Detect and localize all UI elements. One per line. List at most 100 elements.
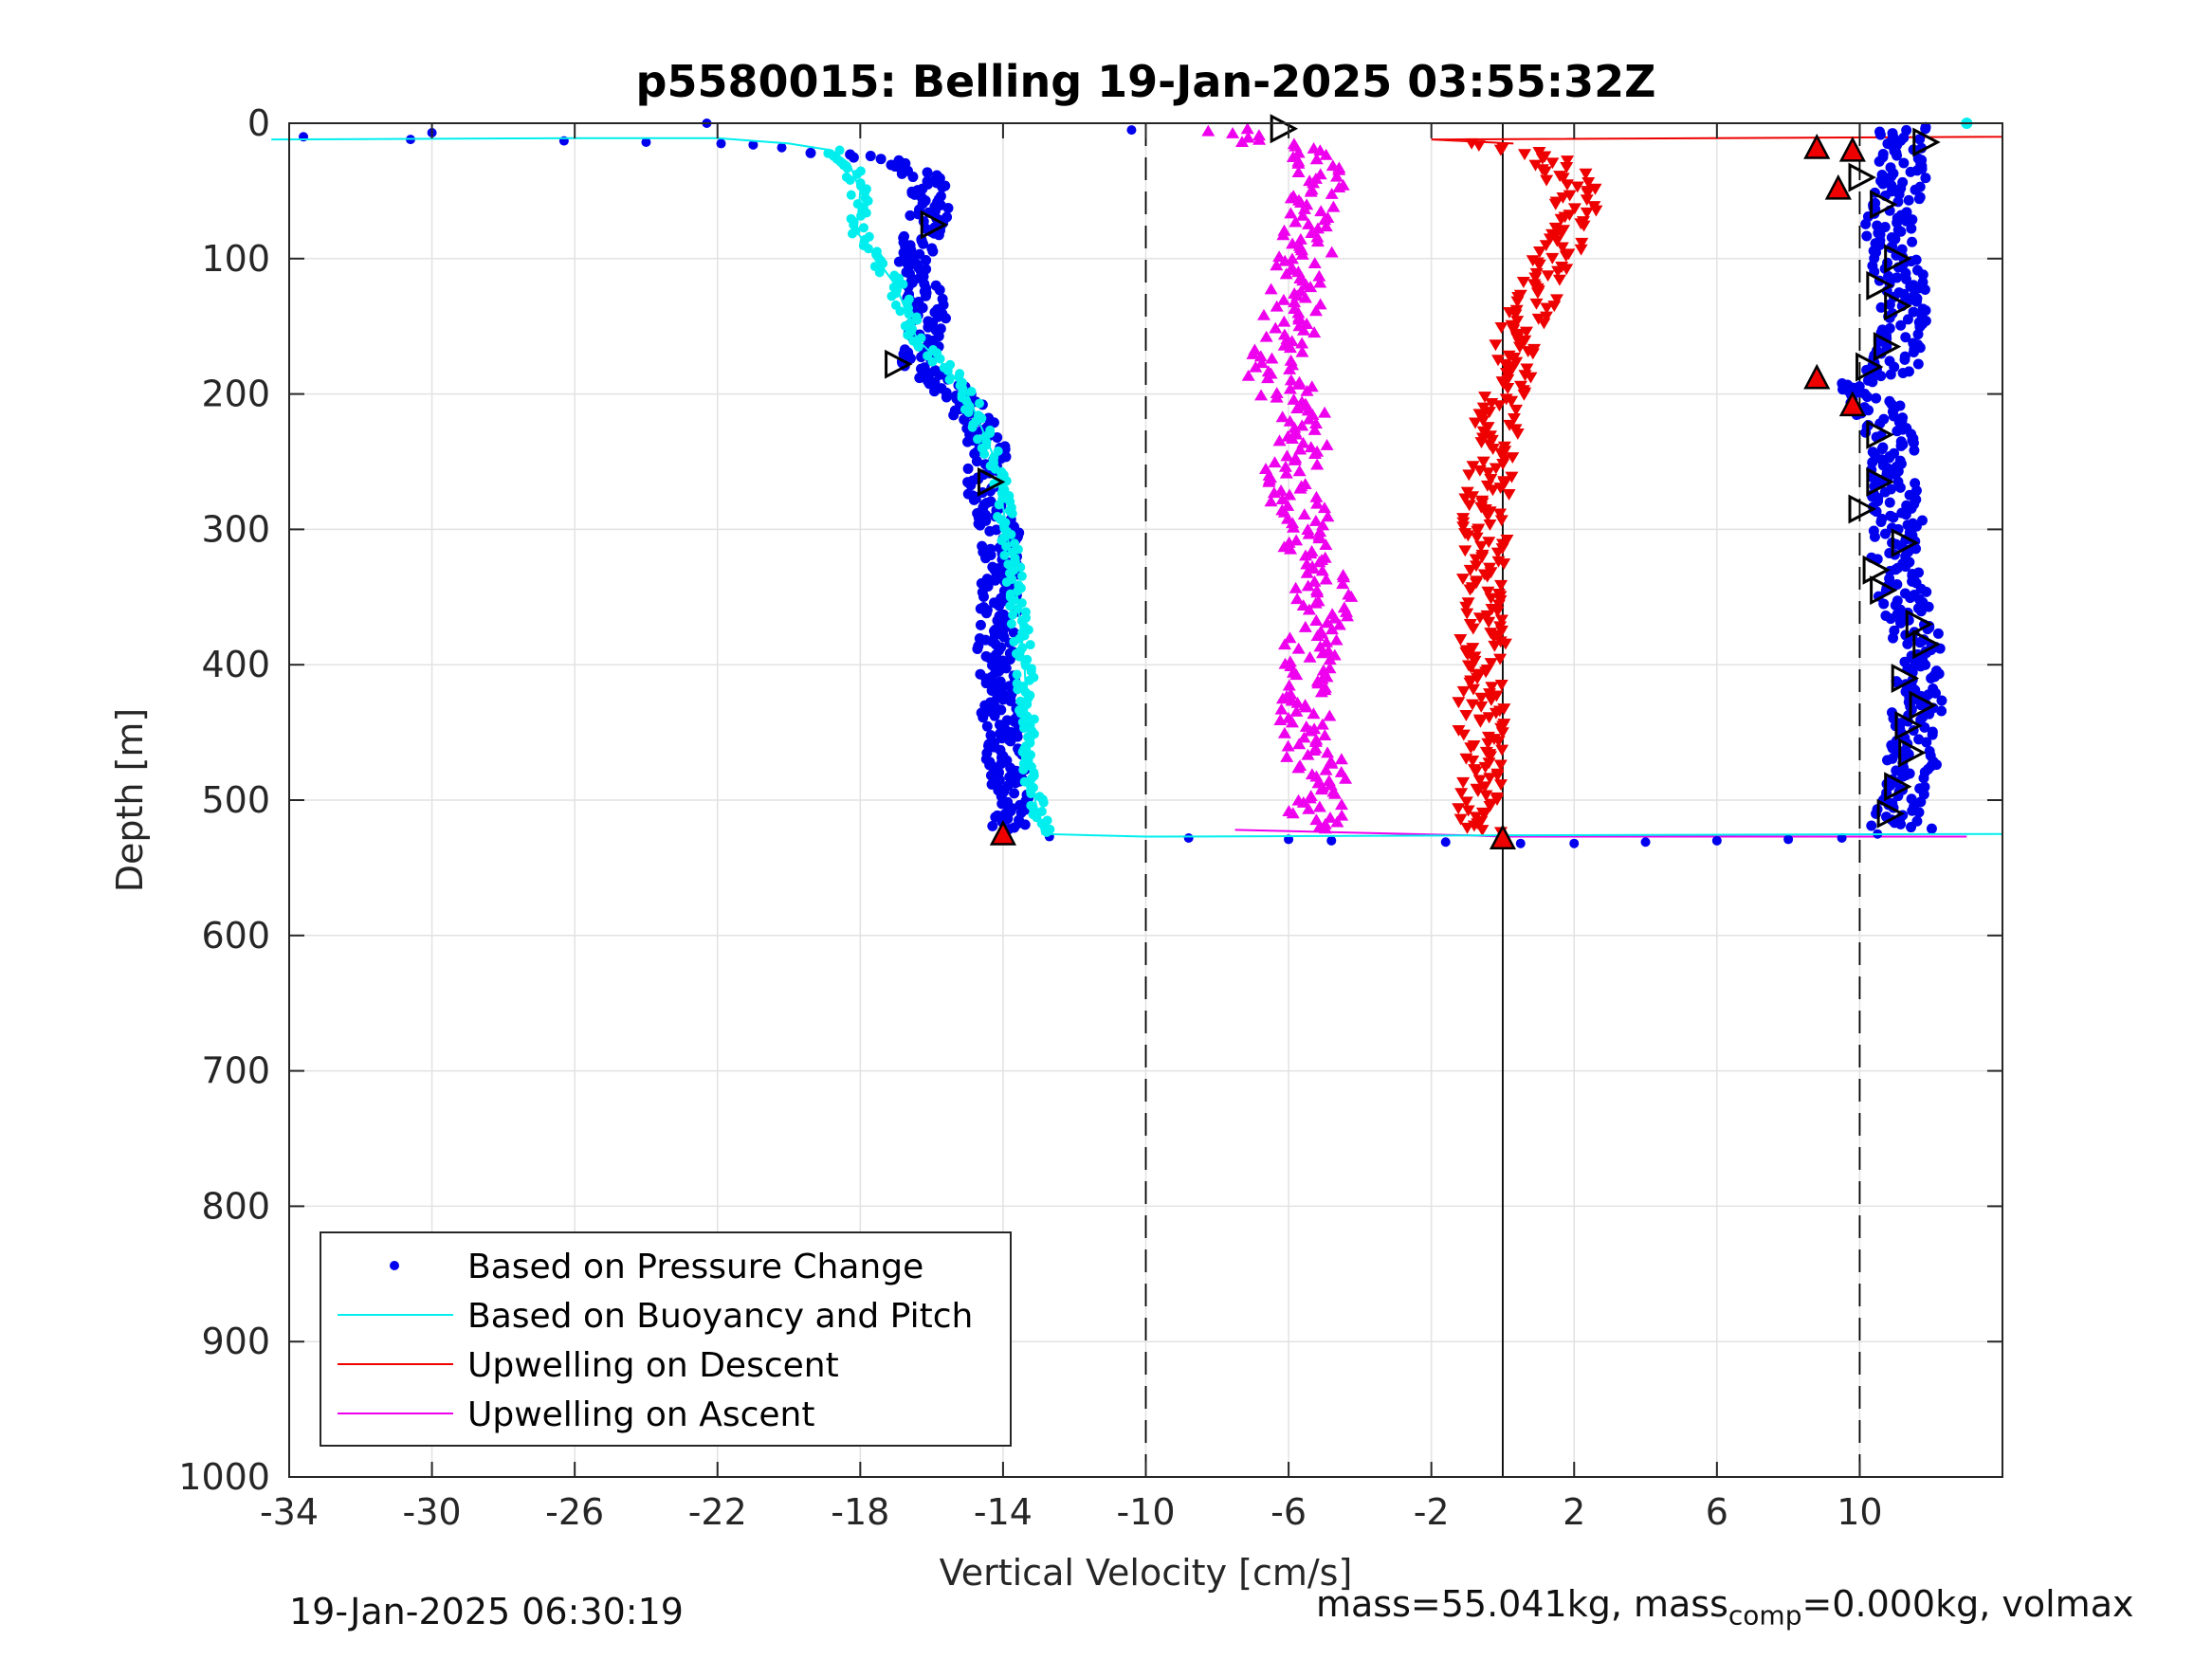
- ascent-upwelling-marker: [1312, 556, 1326, 568]
- descent-upwelling-marker: [1472, 612, 1487, 625]
- ascent-upwelling-marker: [1284, 207, 1298, 219]
- buoyancy-point: [846, 190, 856, 200]
- ascent-upwelling-marker: [1314, 685, 1328, 698]
- ascent-upwelling-marker: [1335, 798, 1349, 811]
- descent-upwelling-marker: [1453, 634, 1468, 646]
- mass-subscript: comp: [1728, 1599, 1802, 1632]
- ascent-upwelling-marker: [1285, 252, 1299, 264]
- descent-upwelling-marker: [1508, 404, 1523, 416]
- pressure-point: [1515, 838, 1526, 848]
- descent-upwelling-marker: [1488, 640, 1502, 652]
- pressure-point: [1892, 426, 1903, 437]
- pressure-point: [1918, 773, 1929, 784]
- pressure-point: [1907, 236, 1918, 247]
- buoyancy-point: [1018, 765, 1029, 775]
- descent-upwelling-marker: [1462, 469, 1476, 482]
- descent-upwelling-marker: [1524, 372, 1538, 384]
- pressure-point: [1005, 695, 1016, 706]
- ascent-upwelling-marker: [1307, 707, 1321, 720]
- descent-upwelling-marker: [1574, 244, 1588, 256]
- buoyancy-point: [1026, 789, 1036, 799]
- pressure-point: [1913, 193, 1925, 205]
- descent-upwelling-marker: [1493, 144, 1508, 156]
- ascent-upwelling-marker: [1292, 738, 1307, 750]
- open-triangle-marker: [1270, 114, 1299, 144]
- pressure-point: [1900, 215, 1911, 227]
- pressure-point: [1910, 184, 1921, 195]
- x-tick-label: -22: [688, 1491, 747, 1533]
- ascent-upwelling-marker: [1291, 156, 1306, 169]
- legend-box: [320, 1231, 1012, 1447]
- ascent-upwelling-marker: [1310, 235, 1325, 247]
- descent-upwelling-marker: [1494, 515, 1508, 527]
- ascent-upwelling-marker: [1261, 372, 1275, 384]
- ascent-upwelling-marker: [1318, 729, 1332, 741]
- ascent-upwelling-marker: [1278, 254, 1292, 266]
- pressure-point: [989, 710, 1000, 721]
- buoyancy-point: [898, 279, 908, 289]
- pressure-point: [1884, 299, 1895, 310]
- pressure-point: [716, 138, 726, 149]
- ascent-upwelling-marker: [1246, 348, 1260, 359]
- descent-upwelling-marker: [1485, 682, 1499, 694]
- pressure-point: [996, 757, 1007, 769]
- descent-upwelling-marker: [1469, 560, 1483, 573]
- y-tick-label: 200: [201, 374, 270, 415]
- ascent-upwelling-marker: [1321, 510, 1335, 522]
- descent-upwelling-marker: [1494, 614, 1508, 627]
- pressure-point: [927, 246, 939, 257]
- ascent-upwelling-marker: [1296, 323, 1310, 336]
- ascent-upwelling-marker: [1290, 402, 1305, 414]
- descent-upwelling-marker: [1484, 658, 1498, 670]
- series-upwelling-descent: [1431, 130, 2003, 839]
- open-triangle-marker: [1884, 291, 1912, 321]
- ascent-upwelling-marker: [1299, 549, 1313, 561]
- y-tick-label: 1000: [178, 1456, 270, 1498]
- buoyancy-point: [1013, 684, 1023, 695]
- y-tick-label: 0: [247, 102, 270, 144]
- pressure-point: [1897, 367, 1909, 378]
- ascent-upwelling-marker: [1328, 787, 1343, 799]
- open-triangle-marker: [1891, 528, 1920, 558]
- pressure-point: [965, 480, 977, 491]
- descent-upwelling-marker: [1493, 759, 1508, 772]
- mass-suffix: =0.000kg, volmax: [1801, 1583, 2134, 1625]
- buoyancy-point: [1016, 571, 1027, 581]
- pressure-point: [1569, 838, 1580, 848]
- ascent-upwelling-marker: [1259, 330, 1273, 342]
- legend-label: Based on Pressure Change: [467, 1248, 923, 1286]
- open-triangle-marker: [1894, 710, 1923, 740]
- pressure-point: [1895, 226, 1907, 237]
- y-tick-label: 300: [201, 508, 270, 550]
- ascent-upwelling-marker: [1240, 122, 1254, 135]
- descent-upwelling-marker: [1494, 680, 1508, 691]
- y-tick-label: 600: [201, 915, 270, 957]
- footer-mass-info: mass=55.041kg, masscomp=0.000kg, volmax: [1316, 1583, 2133, 1632]
- ascent-upwelling-marker: [1310, 629, 1325, 641]
- ascent-upwelling-marker: [1307, 257, 1322, 268]
- pressure-point: [1892, 272, 1903, 283]
- pressure-point: [1882, 755, 1893, 766]
- descent-upwelling-marker: [1483, 773, 1497, 785]
- descent-upwelling-marker: [1490, 606, 1505, 618]
- descent-upwelling-marker: [1459, 796, 1473, 809]
- ascent-upwelling-marker: [1283, 341, 1297, 354]
- x-tick-label: -18: [831, 1491, 889, 1533]
- ascent-upwelling-marker: [1283, 363, 1297, 374]
- descent-upwelling-marker: [1469, 417, 1483, 429]
- pressure-point: [972, 643, 983, 654]
- buoyancy-point: [874, 267, 885, 278]
- open-triangle-marker: [1848, 494, 1876, 524]
- pressure-point: [1892, 150, 1903, 161]
- descent-upwelling-marker: [1452, 803, 1466, 815]
- ascent-upwelling-marker: [1310, 458, 1325, 470]
- buoyancy-point: [863, 244, 873, 254]
- pressure-point: [978, 592, 989, 603]
- ascent-upwelling-marker: [1332, 181, 1346, 193]
- descent-upwelling-marker: [1528, 159, 1543, 172]
- pressure-point: [1917, 269, 1929, 281]
- pressure-point: [1900, 509, 1911, 520]
- ascent-upwelling-marker: [1270, 391, 1284, 403]
- descent-upwelling-marker: [1580, 194, 1594, 207]
- open-triangle-marker: [1876, 798, 1906, 829]
